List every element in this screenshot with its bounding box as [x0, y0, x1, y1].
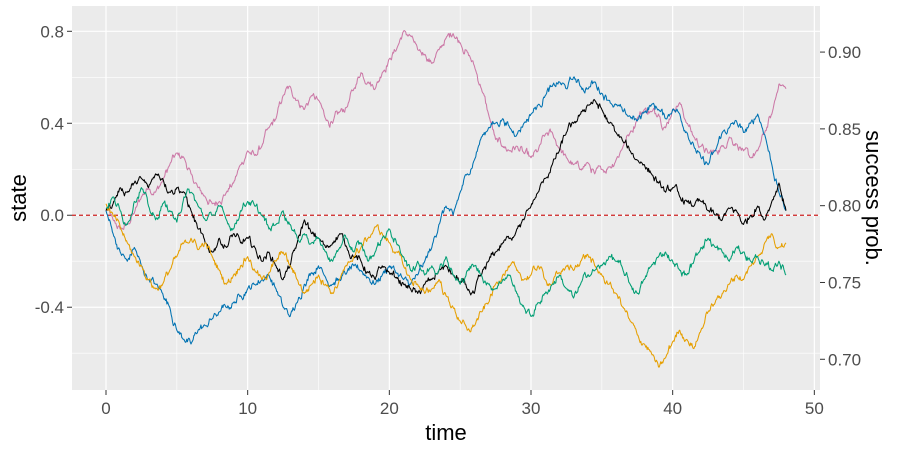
y2-tick-label: 0.90	[828, 43, 861, 62]
panel-background	[72, 6, 820, 390]
x-axis: 0 10 20 30 40 50	[101, 390, 824, 418]
series-layer	[105, 29, 787, 368]
y-tick-label: 0.0	[40, 206, 64, 225]
grid-lines	[72, 6, 820, 390]
y2-tick-label: 0.80	[828, 197, 861, 216]
series-line-5	[105, 187, 787, 317]
series-line-4	[105, 203, 787, 368]
y2-tick-label: 0.85	[828, 120, 861, 139]
x-tick-label: 50	[805, 399, 824, 418]
y2-tick-label: 0.70	[828, 350, 861, 369]
x-tick-label: 0	[101, 399, 110, 418]
series-line-3	[105, 98, 787, 296]
secondary-y-axis-label: success prob.	[861, 130, 886, 266]
y-tick-label: 0.4	[40, 114, 64, 133]
x-tick-label: 10	[238, 399, 257, 418]
x-tick-label: 30	[522, 399, 541, 418]
y-tick-label: -0.4	[35, 298, 64, 317]
y-tick-label: 0.8	[40, 22, 64, 41]
y-axis-label: state	[6, 174, 31, 222]
y-axis: -0.4 0.0 0.4 0.8	[35, 22, 72, 317]
y2-tick-label: 0.75	[828, 273, 861, 292]
x-tick-label: 40	[663, 399, 682, 418]
secondary-y-axis: 0.70 0.75 0.80 0.85 0.90	[820, 43, 861, 369]
series-line-2	[105, 76, 787, 345]
x-tick-label: 20	[380, 399, 399, 418]
x-axis-label: time	[425, 420, 467, 445]
